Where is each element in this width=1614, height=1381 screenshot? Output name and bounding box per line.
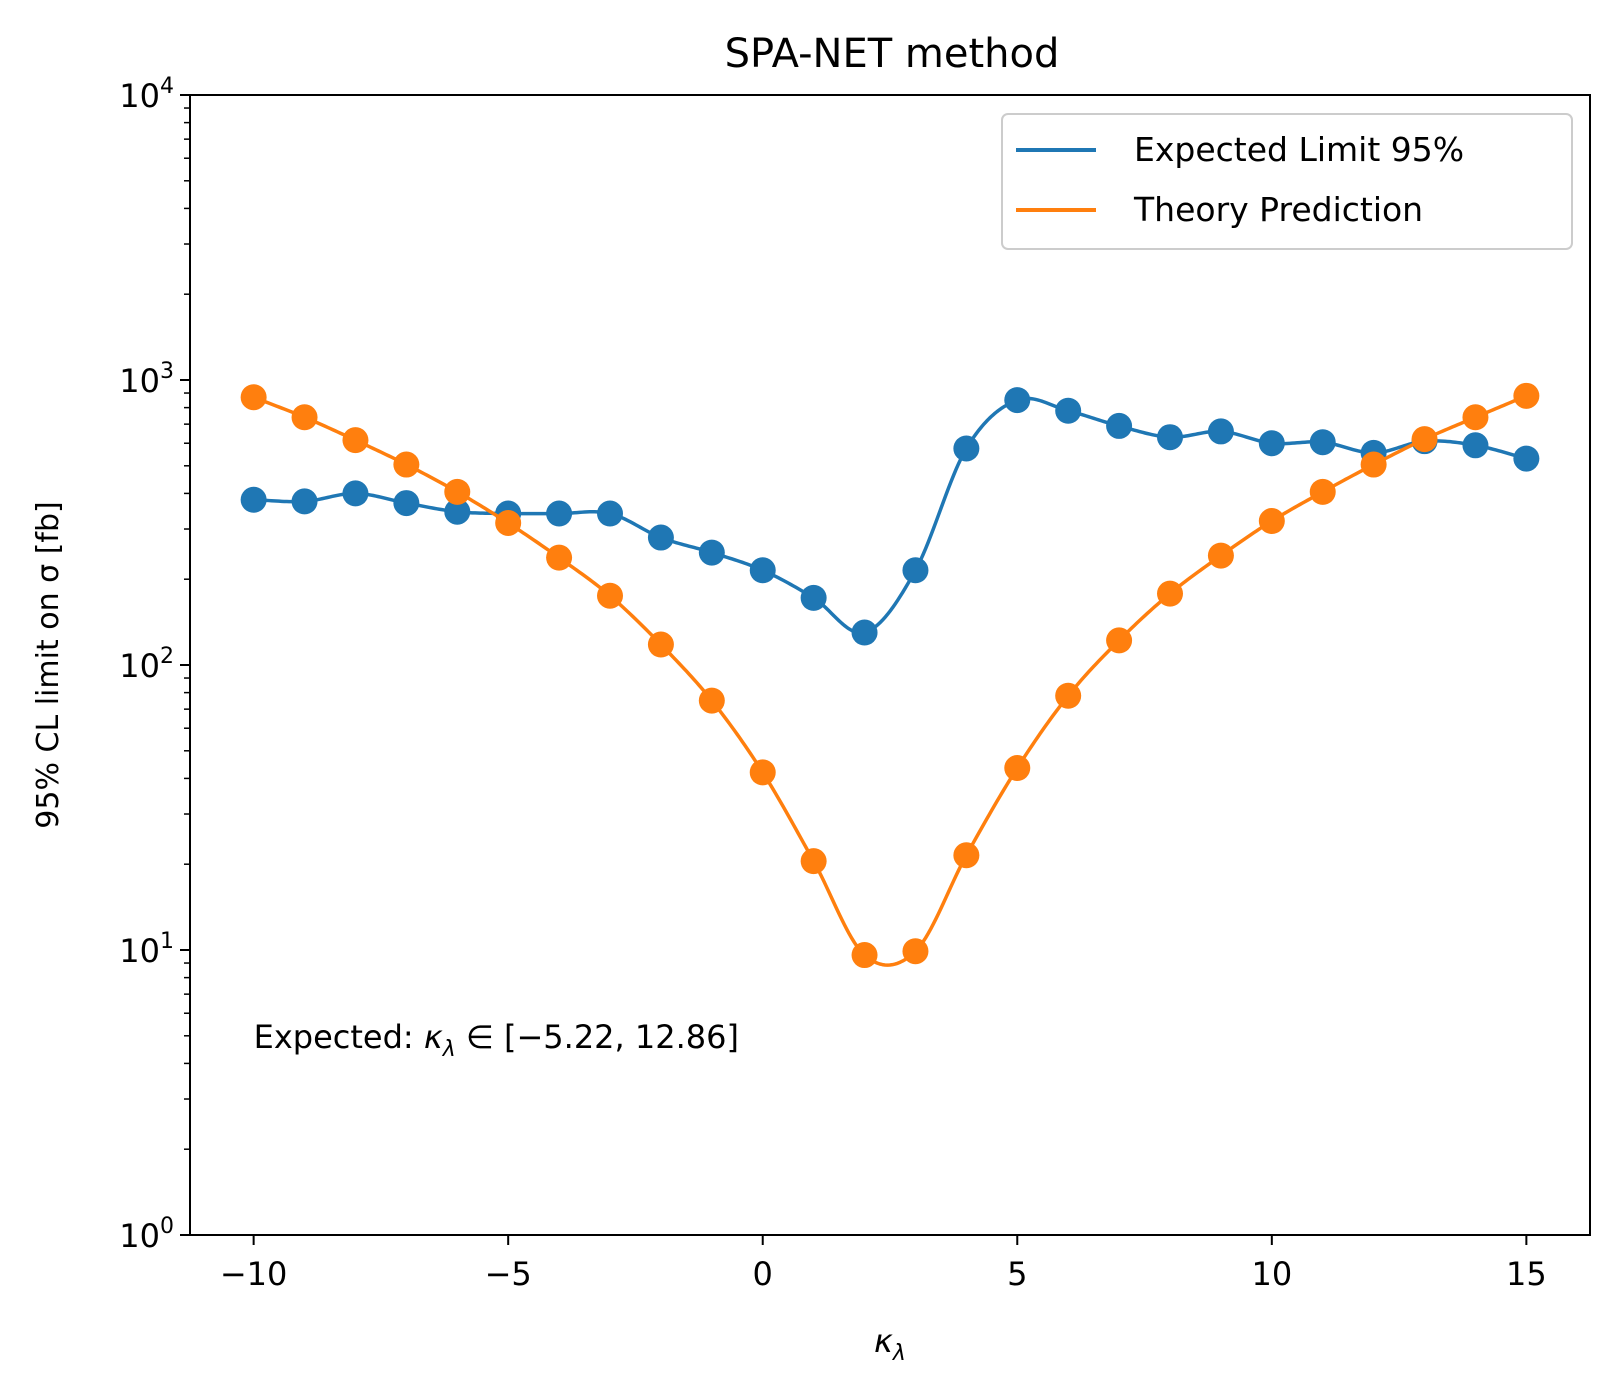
y-axis-label: 95% CL limit on σ [fb] (31, 501, 66, 828)
x-axis: −10 −5 0 5 10 15 (220, 1235, 1547, 1293)
data-point (1462, 404, 1489, 431)
data-point (444, 478, 471, 505)
x-tick-label: 15 (1506, 1255, 1547, 1293)
y-tick-label: 104 (119, 74, 174, 115)
data-point (597, 500, 623, 527)
data-point (902, 938, 929, 965)
data-point (1258, 508, 1285, 535)
data-point (342, 480, 369, 507)
data-point (698, 687, 725, 714)
legend-label: Theory Prediction (1133, 190, 1423, 229)
data-point (800, 848, 827, 875)
data-point (393, 451, 420, 478)
data-point (240, 486, 267, 513)
data-point (1207, 418, 1234, 445)
data-point (597, 582, 623, 609)
legend-box (1001, 113, 1573, 250)
data-point (851, 619, 878, 646)
data-point (1513, 445, 1540, 472)
annotation-text: Expected: κλ ∈ [−5.22, 12.86] (254, 1018, 739, 1062)
data-point (698, 539, 725, 566)
data-point (749, 557, 776, 584)
data-point (1360, 451, 1387, 478)
data-point (749, 759, 776, 786)
data-point (1004, 755, 1031, 782)
y-tick-label: 102 (119, 644, 174, 685)
data-point (1055, 397, 1082, 424)
data-point (647, 631, 674, 658)
data-point (1106, 412, 1133, 439)
data-point (953, 842, 980, 869)
y-tick-label: 101 (119, 929, 174, 970)
data-point (851, 942, 878, 969)
data-point (953, 435, 980, 462)
data-point (291, 488, 318, 515)
data-point (444, 498, 471, 525)
y-tick-label: 103 (119, 359, 174, 400)
data-point (546, 544, 573, 571)
data-point (1258, 430, 1285, 457)
x-tick-label: 5 (1007, 1255, 1027, 1293)
data-point (902, 557, 929, 584)
data-point (1411, 426, 1438, 453)
x-axis-label: κλ (874, 1322, 906, 1366)
data-point (647, 524, 674, 551)
data-point (546, 500, 573, 527)
data-point (1513, 382, 1540, 409)
data-point (1462, 432, 1489, 459)
data-point (1207, 542, 1234, 569)
series-1 (240, 382, 1540, 969)
data-point (495, 509, 522, 536)
legend: Expected Limit 95% Theory Prediction (1001, 113, 1573, 250)
data-point (1309, 429, 1336, 456)
data-point (1106, 627, 1133, 654)
x-tick-label: −5 (485, 1255, 532, 1293)
data-point (800, 584, 827, 611)
data-point (1157, 580, 1183, 607)
plot-background (190, 95, 1590, 1235)
data-point (393, 490, 420, 517)
data-point (1157, 424, 1183, 451)
y-tick-label: 100 (119, 1214, 174, 1255)
data-point (1055, 682, 1082, 709)
chart-annotation: Expected: κλ ∈ [−5.22, 12.86] (254, 1018, 739, 1062)
data-point (240, 384, 267, 411)
data-point (291, 404, 318, 431)
legend-label: Expected Limit 95% (1134, 130, 1464, 169)
x-tick-label: 0 (753, 1255, 773, 1293)
data-point (1004, 387, 1031, 414)
data-point (342, 427, 369, 454)
series-layer (240, 382, 1540, 969)
x-tick-label: 10 (1251, 1255, 1292, 1293)
x-tick-label: −10 (220, 1255, 288, 1293)
y-axis: 100 101 102 103 104 (119, 74, 190, 1255)
data-point (1309, 478, 1336, 505)
plot-area (190, 95, 1590, 1235)
chart-title: SPA-NET method (725, 31, 1060, 77)
